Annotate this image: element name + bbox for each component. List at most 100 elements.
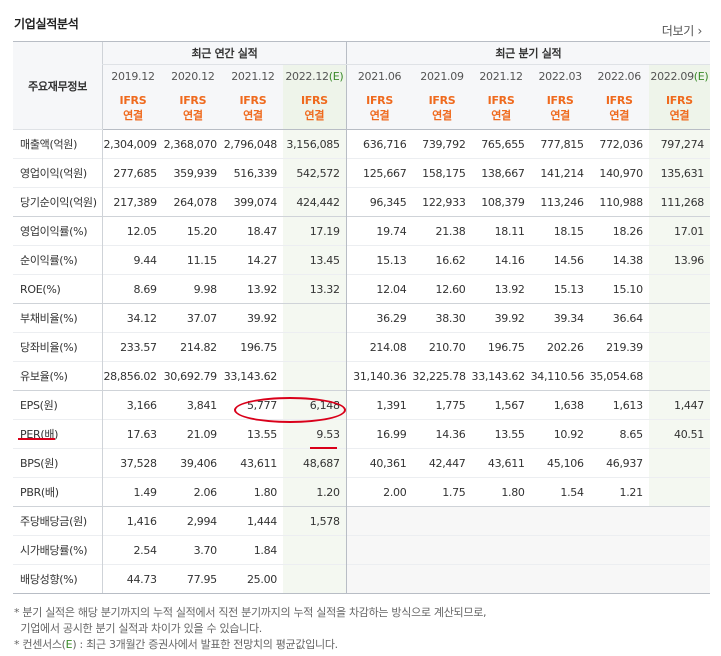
ifrs-header-quarter-3: IFRS 연결	[530, 87, 590, 130]
annual-value-cell	[282, 535, 347, 565]
note-line-1: * 분기 실적은 해당 분기까지의 누적 실적에서 직전 분기까지의 누적 실적…	[14, 606, 487, 619]
annual-value-cell: 214.82	[162, 332, 223, 362]
table-row: PBR(배) 1.49 2.06 1.80 1.20 2.00 1.75 1.80 1.54 1.…	[13, 477, 710, 507]
period-label: 2022.09	[650, 69, 694, 83]
period-header-quarter-1: 2021.09	[412, 64, 472, 87]
quarter-value-cell: 111,268	[648, 187, 710, 217]
annual-value-cell: 2.06	[162, 477, 223, 507]
row-label: BPS(원)	[13, 448, 103, 478]
quarter-value-cell	[471, 535, 531, 565]
annual-value-cell: 37.07	[162, 303, 223, 333]
ifrs-header-quarter-0: IFRS 연결	[345, 87, 413, 130]
quarter-value-cell: 158,175	[412, 158, 472, 188]
annual-value-cell: 37,528	[102, 448, 163, 478]
quarter-value-cell	[648, 448, 710, 478]
quarter-value-cell: 39.92	[471, 303, 531, 333]
more-link-label: 더보기	[661, 24, 695, 38]
quarter-value-cell: 16.62	[412, 245, 472, 275]
table-row: 영업이익률(%) 12.05 15.20 18.47 17.19 19.74 21.38 18…	[13, 216, 710, 246]
annual-value-cell: 2.54	[102, 535, 163, 565]
quarter-value-cell	[648, 303, 710, 333]
row-label: ROE(%)	[13, 274, 103, 304]
quarter-value-cell: 35,054.68	[589, 361, 649, 391]
quarter-value-cell: 17.01	[648, 216, 710, 246]
ifrs-label: IFRS	[546, 94, 574, 107]
quarter-value-cell: 45,106	[530, 448, 590, 478]
quarter-value-cell: 40.51	[648, 419, 710, 449]
annual-value-cell: 2,796,048	[223, 137, 278, 151]
quarter-value-cell: 13.92	[471, 274, 531, 304]
table-row: PER(배) 17.63 21.09 13.55 9.53 16.99 14.36 13.55…	[13, 419, 710, 449]
annual-value-cell: 217,389	[102, 187, 163, 217]
ifrs-header-annual-1: IFRS 연결	[162, 87, 223, 130]
consolidated-label: 연결	[491, 109, 511, 122]
annual-value-cell: 6,148	[282, 390, 347, 420]
financial-summary-table-wrap: 주요재무정보 최근 연간 실적 최근 분기 실적 2019.12 2020.12 2…	[13, 41, 710, 594]
annual-value-cell: 18.47	[222, 216, 283, 246]
quarter-value-cell: 1,613	[589, 390, 649, 420]
annual-value-cell: 359,939	[162, 158, 223, 188]
annual-value-cell: 13.55	[222, 419, 283, 449]
period-header-quarter-2: 2021.12	[471, 64, 531, 87]
annual-value-cell: 44.73	[102, 564, 163, 594]
annual-group-header: 최근 연간 실적	[102, 41, 347, 65]
annual-value-cell: 9.44	[102, 245, 163, 275]
quarter-value-cell	[648, 274, 710, 304]
quarter-value-cell	[412, 506, 472, 536]
ifrs-header-quarter-2: IFRS 연결	[471, 87, 531, 130]
table-row: 유보율(%) 28,856.02 30,692.79 33,143.62 31,140.…	[13, 361, 710, 391]
annual-value-cell: 3.70	[162, 535, 223, 565]
period-label: 2019.12	[111, 69, 155, 83]
section-title: 기업실적분석	[14, 17, 79, 31]
row-label: 순이익률(%)	[13, 245, 103, 275]
note-line-3-prefix: * 컨센서스(	[14, 638, 66, 651]
estimate-mark: (E)	[693, 69, 709, 83]
annual-value-cell: 9.53	[282, 419, 347, 449]
annual-value-cell: 15.20	[162, 216, 223, 246]
annual-value-cell: 2,304,009	[102, 129, 163, 159]
ifrs-header-quarter-4: IFRS 연결	[589, 87, 649, 130]
annual-value-cell: 34.12	[102, 303, 163, 333]
annual-value-cell: 233.57	[102, 332, 163, 362]
quarter-value-cell	[345, 535, 413, 565]
quarter-value-cell	[530, 535, 590, 565]
quarter-value-cell: 18.26	[589, 216, 649, 246]
ifrs-label: IFRS	[366, 94, 393, 107]
annual-value-cell: 1.49	[102, 477, 163, 507]
quarter-value-cell	[648, 506, 710, 536]
quarter-value-cell: 13.55	[471, 419, 531, 449]
annual-value-cell: 1,416	[102, 506, 163, 536]
annual-value-cell: 13.92	[222, 274, 283, 304]
table-row: 부채비율(%) 34.12 37.07 39.92 36.29 38.30 39.92 39.…	[13, 303, 710, 333]
annual-value-cell: 17.63	[102, 419, 163, 449]
chevron-right-icon: ›	[697, 24, 703, 38]
row-label: 시가배당률(%)	[13, 535, 103, 565]
annual-value-cell: 1.84	[222, 535, 283, 565]
ifrs-label: IFRS	[665, 94, 693, 107]
quarter-value-cell: 739,792	[422, 137, 466, 151]
quarter-value-cell: 12.60	[412, 274, 472, 304]
quarter-value-cell: 14.38	[589, 245, 649, 275]
consolidated-label: 연결	[550, 109, 570, 122]
annual-value-cell: 39.92	[222, 303, 283, 333]
quarter-value-cell: 108,379	[471, 187, 531, 217]
annual-value-cell: 48,687	[282, 448, 347, 478]
row-label: 매출액(억원)	[13, 129, 103, 159]
annual-value-cell: 3,156,085	[282, 129, 347, 159]
notes: * 분기 실적은 해당 분기까지의 누적 실적에서 직전 분기까지의 누적 실적…	[14, 605, 487, 653]
annual-value-cell: 1,444	[222, 506, 283, 536]
period-label: 2022.03	[538, 69, 582, 83]
more-link[interactable]: 더보기 ›	[661, 22, 703, 39]
row-label: PBR(배)	[13, 477, 103, 507]
quarter-value-cell: 15.13	[530, 274, 590, 304]
ifrs-header-quarter-1: IFRS 연결	[412, 87, 472, 130]
quarter-value-cell	[412, 564, 472, 594]
annual-value-cell: 21.09	[162, 419, 223, 449]
quarter-value-cell: 214.08	[345, 332, 413, 362]
quarter-value-cell: 1.54	[530, 477, 590, 507]
note-line-2: 기업에서 공시한 분기 실적과 차이가 있을 수 있습니다.	[14, 622, 263, 635]
annual-value-cell	[282, 303, 347, 333]
ifrs-header-annual-2: IFRS 연결	[222, 87, 283, 130]
quarter-value-cell: 39.34	[530, 303, 590, 333]
quarter-value-cell: 2.00	[345, 477, 413, 507]
